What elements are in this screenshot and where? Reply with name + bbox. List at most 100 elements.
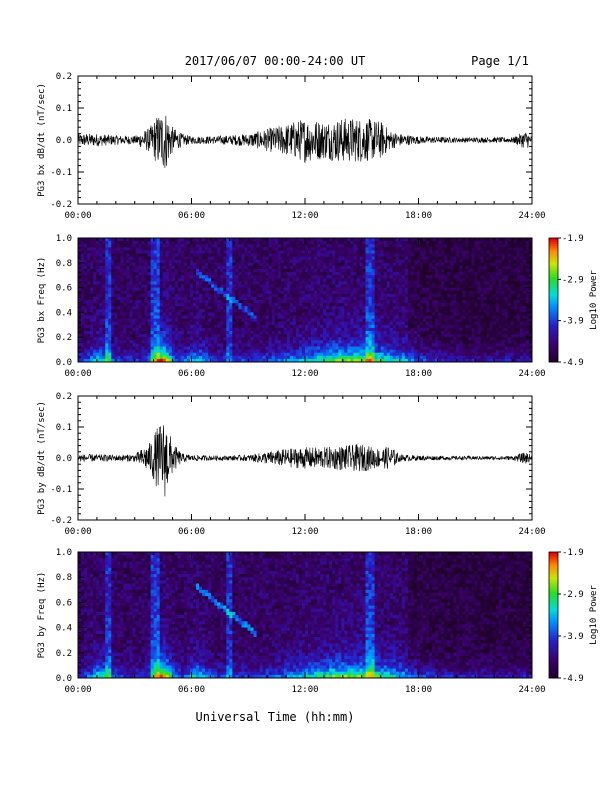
spectrogram-cell <box>413 300 418 304</box>
spectrogram-cell <box>398 250 403 254</box>
spectrogram-cell <box>253 331 257 335</box>
spectrogram-cell <box>256 238 260 242</box>
spectrogram-cell <box>174 318 179 323</box>
spectrogram-cell <box>144 262 149 267</box>
spectrogram-cell <box>81 331 85 335</box>
spectrogram-cell <box>123 318 127 323</box>
spectrogram-cell <box>283 337 288 341</box>
spectrogram-cell <box>108 278 112 282</box>
spectrogram-cell <box>311 293 315 298</box>
spectrogram-cell <box>177 278 182 282</box>
spectrogram-cell <box>323 281 327 285</box>
spectrogram-cell <box>247 327 251 332</box>
spectrogram-cell <box>283 306 288 310</box>
spectrogram-cell <box>335 334 339 338</box>
spectrogram-cell <box>138 334 142 338</box>
spectrogram-cell <box>105 293 109 298</box>
spectrogram-cell <box>341 247 345 251</box>
spectrogram-cell <box>144 300 149 304</box>
spectrogram-cell <box>404 331 409 335</box>
spectrogram-cell <box>162 315 167 319</box>
spectrogram-cell <box>317 269 321 273</box>
spectrogram-cell <box>314 340 318 344</box>
spectrogram-cell <box>344 241 348 245</box>
spectrogram-cell <box>102 331 106 335</box>
spectrogram-cell <box>286 290 291 295</box>
spectrogram-cell <box>368 247 372 251</box>
spectrogram-cell <box>271 318 276 323</box>
spectrogram-cell <box>147 337 152 341</box>
spectrogram-cell <box>156 259 161 264</box>
spectrogram-cell <box>232 315 236 319</box>
spectrogram-cell <box>123 275 127 279</box>
spectrogram-cell <box>320 315 324 319</box>
page-number: Page 1/1 <box>471 54 529 68</box>
spectrogram-cell <box>256 300 260 304</box>
spectrogram-cell <box>344 293 348 298</box>
spectrogram-cell <box>189 290 194 295</box>
spectrogram-cell <box>90 324 94 329</box>
spectrogram-cell <box>368 337 372 341</box>
spectrogram-cell <box>241 293 245 298</box>
spectrogram-cell <box>277 315 282 319</box>
spectrogram-cell <box>353 343 357 347</box>
spectrogram-cell <box>341 262 345 267</box>
spectrogram-cell <box>314 275 318 279</box>
spectrogram-cell <box>93 349 97 354</box>
spectrogram-cell <box>420 334 424 338</box>
spectrogram-cell <box>108 327 112 332</box>
spectrogram-cell <box>220 349 224 354</box>
spectrogram-cell <box>138 358 142 363</box>
spectrogram-cell <box>286 352 291 357</box>
spectrogram-cell <box>353 309 357 313</box>
spectrogram-cell <box>404 269 409 273</box>
spectrogram-cell <box>323 303 327 307</box>
spectrogram-cell <box>438 327 442 332</box>
spectrogram-cell <box>117 324 121 329</box>
spectrogram-cell <box>235 256 239 261</box>
spectrogram-cell <box>353 290 357 295</box>
spectrogram-cell <box>93 272 97 276</box>
spectrogram-cell <box>223 287 227 292</box>
spectrogram-cell <box>441 300 445 304</box>
spectrogram-cell <box>96 259 100 264</box>
spectrogram-cell <box>150 318 155 323</box>
spectrogram-cell <box>84 247 88 251</box>
spectrogram-cell <box>389 358 394 363</box>
spectrogram-cell <box>386 300 391 304</box>
spectrogram-cell <box>138 256 142 261</box>
spectrogram-cell <box>102 309 106 313</box>
spectrogram-cell <box>262 324 267 329</box>
spectrogram-cell <box>392 306 397 310</box>
spectrogram-cell <box>250 244 254 248</box>
spectrogram-cell <box>283 256 288 261</box>
spectrogram-cell <box>186 352 191 357</box>
spectrogram-cell <box>78 306 82 310</box>
spectrogram-cell <box>329 343 333 347</box>
spectrogram-cell <box>329 318 333 323</box>
spectrogram-cell <box>292 309 297 313</box>
spectrogram-cell <box>214 269 218 273</box>
spectrogram-cell <box>429 259 433 264</box>
spectrogram-cell <box>292 303 297 307</box>
spectrogram-cell <box>301 346 306 350</box>
spectrogram-cell <box>420 269 424 273</box>
spectrogram-cell <box>314 269 318 273</box>
spectrogram-cell <box>271 349 276 354</box>
spectrogram-cell <box>392 312 397 316</box>
spectrogram-cell <box>311 334 315 338</box>
spectrogram-cell <box>259 281 264 285</box>
spectrogram-cell <box>174 247 179 251</box>
spectrogram-cell <box>444 290 448 295</box>
spectrogram-cell <box>441 315 445 319</box>
spectrogram-cell <box>295 327 300 332</box>
spectrogram-cell <box>223 312 227 316</box>
spectrogram-cell <box>404 324 409 329</box>
spectrogram-cell <box>432 312 436 316</box>
spectrogram-cell <box>432 284 436 288</box>
spectrogram-cell <box>274 340 279 344</box>
spectrogram-cell <box>235 352 239 357</box>
spectrogram-cell <box>129 253 133 257</box>
spectrogram-cell <box>156 287 161 292</box>
spectrogram-cell <box>90 284 94 288</box>
